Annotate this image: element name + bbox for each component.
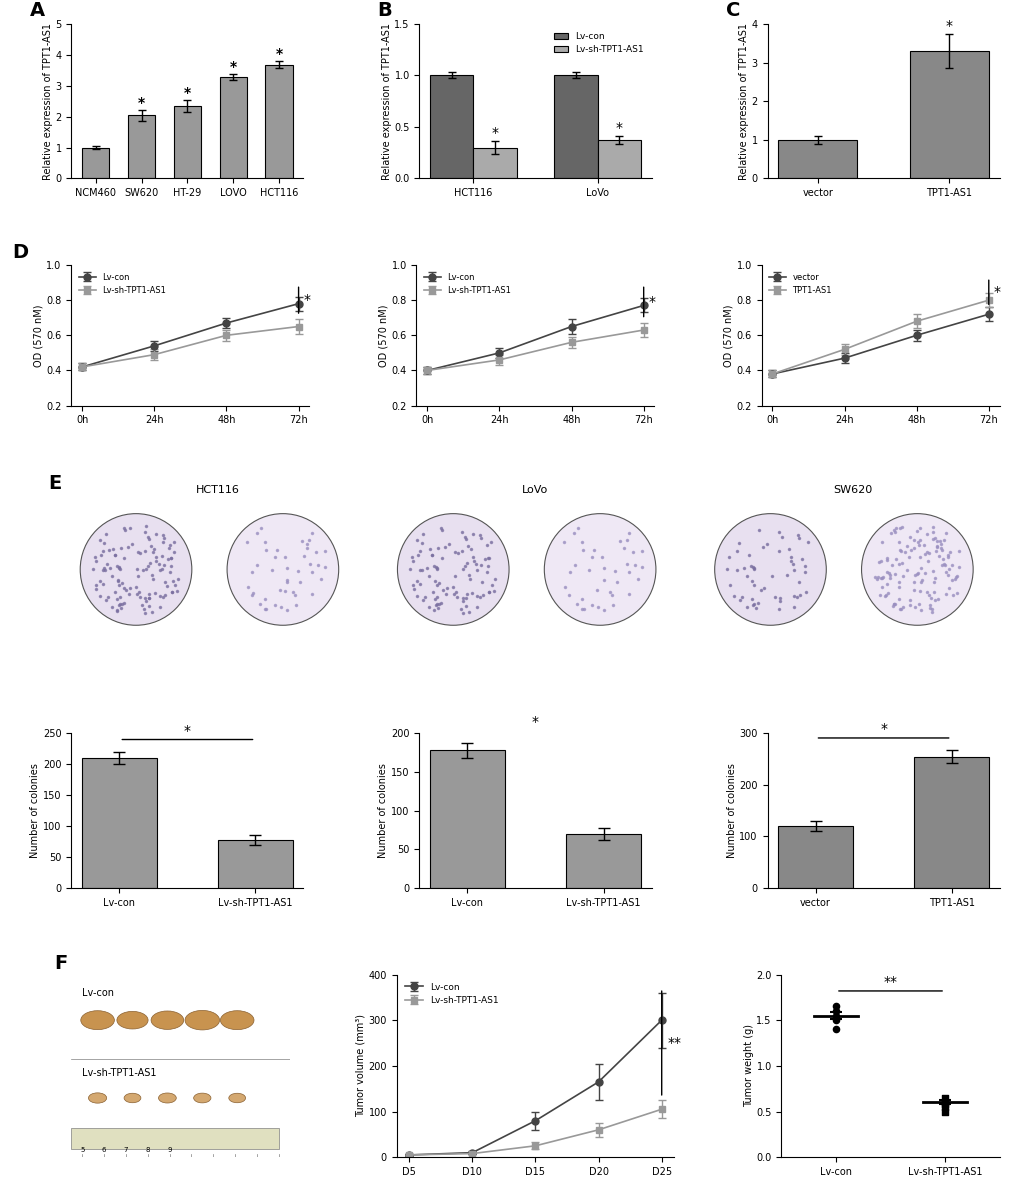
Text: B: B [377, 1, 392, 20]
Text: C: C [726, 1, 740, 20]
Legend: Lv-con, Lv-sh-TPT1-AS1: Lv-con, Lv-sh-TPT1-AS1 [550, 29, 646, 58]
Bar [82, 758, 157, 888]
Title: SW620: SW620 [833, 486, 871, 495]
Y-axis label: Tumor weight (g): Tumor weight (g) [743, 1025, 753, 1107]
Y-axis label: OD (570 nM): OD (570 nM) [378, 304, 388, 366]
Ellipse shape [124, 1093, 141, 1102]
Text: **: ** [667, 1036, 682, 1050]
Point [936, 1102, 953, 1121]
Point [936, 1098, 953, 1117]
Text: *: * [303, 293, 310, 307]
Bar [597, 141, 640, 179]
Point [936, 1095, 953, 1114]
Circle shape [397, 514, 508, 625]
Text: *: * [275, 48, 282, 62]
Text: *: * [993, 285, 1000, 299]
Ellipse shape [158, 1093, 176, 1104]
Circle shape [81, 514, 192, 625]
Text: *: * [491, 126, 498, 141]
Text: **: ** [882, 976, 897, 989]
Point [827, 1020, 844, 1039]
Bar [430, 75, 473, 179]
Y-axis label: OD (570 nM): OD (570 nM) [723, 304, 733, 366]
Ellipse shape [81, 1010, 114, 1030]
Bar [553, 75, 597, 179]
Legend: Lv-con, Lv-sh-TPT1-AS1: Lv-con, Lv-sh-TPT1-AS1 [75, 270, 169, 298]
Bar [173, 106, 201, 179]
Text: A: A [30, 1, 45, 20]
Circle shape [861, 514, 972, 625]
Bar [265, 64, 292, 179]
Bar [218, 840, 292, 888]
Point [936, 1093, 953, 1112]
Ellipse shape [184, 1010, 219, 1030]
Bar [566, 834, 640, 888]
Legend: vector, TPT1-AS1: vector, TPT1-AS1 [765, 270, 835, 298]
Text: *: * [229, 61, 236, 74]
Text: F: F [54, 954, 67, 973]
Y-axis label: Number of colonies: Number of colonies [378, 764, 388, 858]
Text: *: * [183, 724, 191, 738]
Bar [913, 756, 988, 888]
Ellipse shape [151, 1010, 183, 1030]
Text: Lv-con: Lv-con [83, 989, 114, 999]
Text: D: D [12, 243, 28, 262]
Text: *: * [532, 715, 538, 729]
Bar [127, 115, 155, 179]
Title: HCT116: HCT116 [196, 486, 239, 495]
Text: *: * [879, 722, 887, 736]
Point [827, 1010, 844, 1030]
Text: Lv-sh-TPT1-AS1: Lv-sh-TPT1-AS1 [83, 1068, 157, 1078]
Ellipse shape [89, 1093, 107, 1104]
Bar [219, 78, 247, 179]
Text: 7: 7 [123, 1148, 128, 1154]
Text: 6: 6 [102, 1148, 106, 1154]
Point [827, 1006, 844, 1025]
Circle shape [227, 514, 338, 625]
Y-axis label: OD (570 nM): OD (570 nM) [34, 304, 44, 366]
Y-axis label: Number of colonies: Number of colonies [726, 764, 736, 858]
Bar [909, 51, 988, 179]
Y-axis label: Relative expression of TPT1-AS1: Relative expression of TPT1-AS1 [738, 23, 748, 180]
Title: LoVo: LoVo [522, 486, 548, 495]
Y-axis label: Number of colonies: Number of colonies [31, 764, 40, 858]
Circle shape [544, 514, 655, 625]
Point [827, 1001, 844, 1020]
Point [827, 997, 844, 1016]
Bar [82, 148, 109, 179]
Legend: Lv-con, Lv-sh-TPT1-AS1: Lv-con, Lv-sh-TPT1-AS1 [420, 270, 514, 298]
Y-axis label: Tumor volume (mm³): Tumor volume (mm³) [356, 1014, 365, 1118]
Text: 9: 9 [167, 1148, 171, 1154]
Text: *: * [615, 120, 623, 135]
Y-axis label: Relative expression of TPT1-AS1: Relative expression of TPT1-AS1 [381, 23, 391, 180]
Bar [473, 148, 517, 179]
Bar [777, 826, 852, 888]
Text: 8: 8 [146, 1148, 150, 1154]
Legend: Lv-con, Lv-sh-TPT1-AS1: Lv-con, Lv-sh-TPT1-AS1 [400, 979, 501, 1009]
Ellipse shape [220, 1010, 254, 1030]
Ellipse shape [194, 1093, 211, 1102]
Y-axis label: Relative expression of TPT1-AS1: Relative expression of TPT1-AS1 [43, 23, 53, 180]
Text: *: * [183, 86, 191, 100]
Bar [777, 140, 856, 179]
Point [936, 1088, 953, 1107]
Circle shape [714, 514, 825, 625]
Ellipse shape [228, 1093, 246, 1102]
Bar [71, 1129, 278, 1149]
Text: *: * [945, 19, 952, 32]
Text: *: * [138, 95, 145, 110]
Text: 5: 5 [81, 1148, 85, 1154]
Ellipse shape [117, 1012, 148, 1030]
Bar [430, 750, 504, 888]
Text: *: * [647, 295, 654, 309]
Text: E: E [48, 474, 61, 493]
